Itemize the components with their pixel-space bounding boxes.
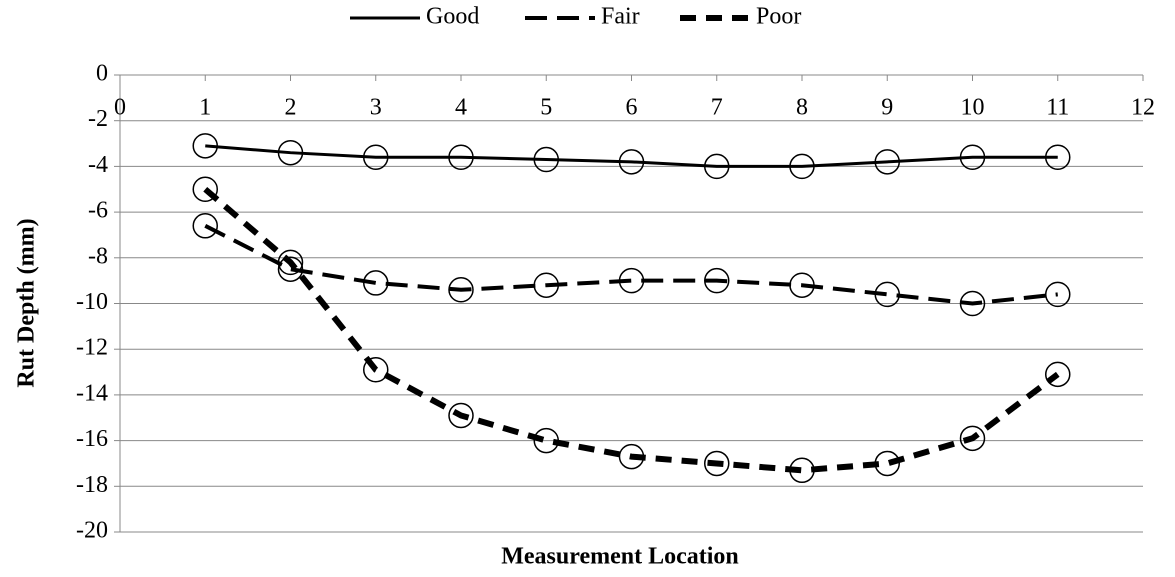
x-tick-label: 9 [881, 95, 893, 121]
point-marker [789, 457, 815, 484]
point-marker [363, 144, 389, 171]
point-marker [618, 443, 645, 470]
y-tick-label: -4 [88, 152, 108, 178]
point-marker [618, 149, 645, 175]
y-tick-label: 0 [96, 61, 108, 87]
point-marker [192, 176, 218, 202]
point-marker [789, 272, 815, 298]
x-tick-label: 5 [540, 95, 552, 121]
x-axis-title: Measurement Location [501, 544, 739, 570]
legend-label: Poor [756, 4, 801, 30]
y-tick-label: -16 [76, 426, 108, 452]
point-marker [363, 357, 389, 383]
point-marker [277, 139, 304, 166]
x-tick-label: 12 [1131, 95, 1155, 121]
point-marker [448, 277, 474, 303]
point-marker [192, 213, 218, 239]
y-axis-title: Rut Depth (mm) [14, 218, 40, 387]
point-marker [874, 149, 900, 175]
point-marker [704, 450, 730, 477]
x-tick-label: 0 [114, 95, 126, 121]
legend-label: Fair [601, 4, 640, 30]
x-tick-label: 7 [711, 95, 723, 121]
point-marker [448, 402, 474, 429]
x-tick-label: 8 [796, 95, 808, 121]
point-marker [959, 290, 986, 317]
point-marker [192, 133, 218, 159]
series-line [203, 186, 1060, 474]
point-marker [277, 256, 304, 282]
point-marker [533, 146, 559, 173]
x-tick-label: 11 [1046, 95, 1069, 121]
point-marker [704, 153, 730, 180]
x-tick-label: 1 [199, 95, 211, 121]
x-tick-label: 10 [961, 95, 985, 121]
point-marker [874, 450, 900, 477]
y-tick-label: -12 [76, 335, 108, 361]
point-marker [533, 427, 559, 454]
series-line [204, 224, 1058, 306]
point-marker [448, 144, 474, 171]
point-marker [277, 249, 304, 276]
x-tick-label: 2 [285, 95, 297, 121]
point-marker [363, 270, 389, 296]
point-marker [959, 425, 986, 452]
x-tick-label: 4 [455, 95, 467, 121]
point-marker [789, 153, 815, 180]
y-tick-label: -20 [76, 518, 108, 544]
y-tick-label: -2 [88, 106, 108, 132]
series-line [205, 144, 1058, 168]
x-tick-label: 3 [370, 95, 382, 121]
point-marker [1045, 144, 1071, 171]
y-tick-label: -10 [76, 289, 108, 315]
y-tick-label: -14 [76, 380, 108, 406]
y-tick-label: -6 [88, 198, 108, 224]
point-marker [618, 267, 645, 294]
point-marker [1045, 361, 1071, 388]
y-tick-label: -8 [88, 243, 108, 269]
x-tick-label: 6 [626, 95, 638, 121]
point-marker [959, 144, 986, 171]
point-marker [874, 281, 900, 308]
point-marker [533, 272, 559, 298]
point-marker [1045, 281, 1071, 308]
y-tick-label: -18 [76, 472, 108, 498]
legend-label: Good [426, 4, 479, 30]
point-marker [704, 267, 730, 294]
